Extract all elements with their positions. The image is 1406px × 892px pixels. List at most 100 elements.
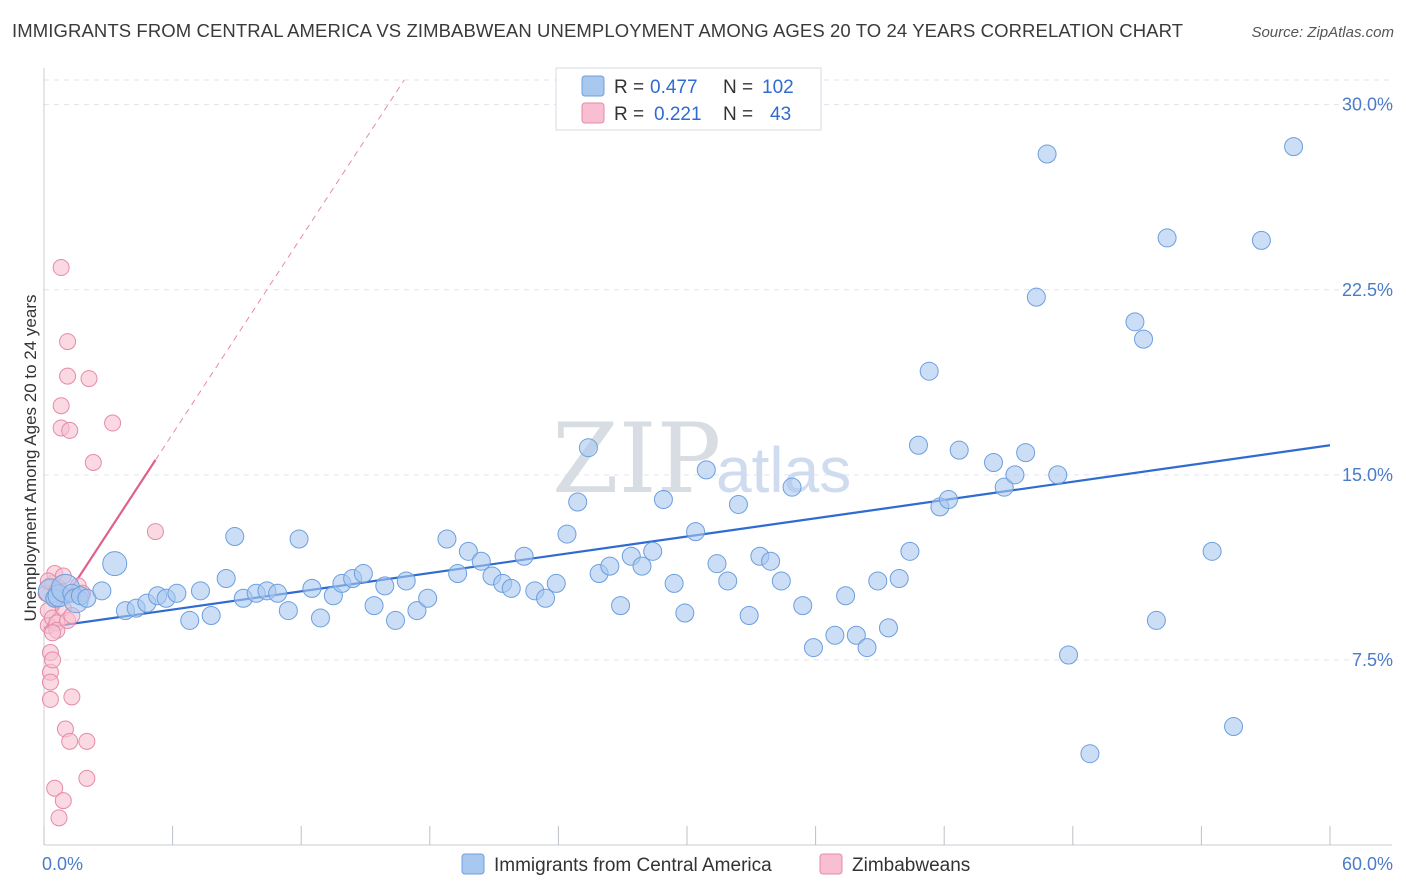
legend-r-label-1: R =: [614, 77, 644, 98]
central-america-point: [1284, 137, 1304, 157]
central-america-point: [949, 440, 969, 460]
zimbabweans-point: [44, 624, 62, 642]
zimbabweans-point: [146, 523, 164, 541]
legend-n-value-1: 102: [762, 77, 794, 98]
central-america-point: [707, 554, 727, 574]
central-america-point: [643, 541, 663, 561]
central-america-point: [1224, 717, 1244, 737]
watermark-atlas: atlas: [716, 434, 851, 506]
central-america-point: [396, 571, 416, 591]
x-tick-label-min: 0.0%: [42, 854, 83, 874]
central-america-point: [1157, 228, 1177, 248]
zimbabweans-point: [104, 414, 122, 432]
central-america-point: [568, 492, 588, 512]
chart-title: IMMIGRANTS FROM CENTRAL AMERICA VS ZIMBA…: [12, 20, 1184, 41]
central-america-point: [353, 564, 373, 584]
zimbabweans-point: [41, 673, 59, 691]
legend-swatch-blue: [581, 75, 605, 97]
bottom-legend-label-blue: Immigrants from Central America: [494, 855, 772, 876]
y-tick-label: 7.5%: [1352, 650, 1393, 670]
central-america-point: [739, 606, 759, 625]
central-america-point: [167, 583, 187, 603]
legend-n-label-2: N =: [723, 104, 753, 125]
central-america-point: [600, 556, 620, 576]
central-america-point: [1125, 312, 1145, 332]
central-america-point: [364, 596, 384, 616]
central-america-point: [718, 571, 738, 591]
central-america-point: [938, 490, 958, 510]
central-america-point: [782, 477, 802, 497]
legend-r-value-1: 0.477: [650, 77, 698, 98]
central-america-point: [632, 556, 652, 576]
correlation-legend: R = 0.477 N = 102 R = 0.221 N = 43: [555, 67, 822, 131]
central-america-point: [514, 546, 534, 566]
tick-labels: 7.5% 15.0% 22.5% 30.0% 0.0% 60.0%: [42, 95, 1393, 874]
central-america-point: [900, 541, 920, 561]
legend-n-value-2: 43: [770, 104, 791, 125]
data-points: [37, 137, 1304, 827]
zimbabweans-point: [54, 792, 72, 810]
central-america-point: [728, 494, 748, 514]
central-america-point: [458, 541, 478, 561]
central-america-point: [1048, 465, 1068, 485]
central-america-point: [1080, 744, 1100, 764]
central-america-point: [846, 625, 866, 645]
central-america-point: [1134, 329, 1154, 349]
y-tick-label: 30.0%: [1342, 95, 1393, 115]
central-america-point: [793, 596, 813, 616]
central-america-point: [471, 551, 491, 571]
central-america-point: [825, 625, 845, 645]
central-america-point: [92, 581, 112, 601]
zimbabweans-point: [84, 454, 102, 471]
central-america-point: [225, 527, 245, 547]
central-america-point: [302, 578, 322, 598]
central-america-point: [983, 453, 1003, 472]
central-america-point: [1146, 610, 1166, 630]
central-america-point: [889, 568, 909, 588]
legend-r-label-2: R =: [614, 104, 644, 125]
bottom-legend-swatch-blue: [461, 853, 485, 875]
series-legend: Immigrants from Central America Zimbabwe…: [461, 853, 970, 876]
central-america-point: [1251, 230, 1271, 250]
central-america-point: [102, 551, 128, 577]
legend-r-value-2: 0.221: [654, 104, 702, 125]
source-label: Source: ZipAtlas.com: [1251, 24, 1394, 41]
zimbabweans-point: [44, 651, 62, 669]
central-america-point: [310, 608, 330, 628]
central-america-point: [761, 551, 781, 571]
central-america-point: [546, 573, 566, 593]
y-tick-label: 15.0%: [1342, 465, 1393, 485]
zimbabweans-point: [41, 690, 59, 708]
central-america-point: [919, 361, 939, 381]
central-america-point: [77, 588, 97, 608]
trend-lines: [43, 79, 1331, 631]
central-america-point: [771, 571, 791, 591]
central-america-point: [407, 601, 427, 621]
central-america-point: [653, 490, 673, 510]
central-america-point: [278, 601, 298, 621]
central-america-point: [536, 588, 556, 608]
zimbabweans-point: [61, 732, 79, 750]
central-america-point: [1026, 287, 1046, 307]
central-america-point: [201, 606, 221, 625]
central-america-point: [611, 596, 631, 616]
y-tick-label: 22.5%: [1342, 280, 1393, 300]
zimbabweans-point: [63, 688, 81, 706]
central-america-point: [1202, 541, 1222, 561]
legend-swatch-pink: [581, 102, 605, 124]
axes: [43, 68, 1392, 846]
zimbabweans-point: [78, 732, 96, 750]
central-america-point: [836, 586, 856, 606]
central-america-point: [857, 638, 877, 658]
central-america-point: [803, 638, 823, 658]
x-tick-label-max: 60.0%: [1342, 854, 1393, 874]
central-america-point: [675, 603, 695, 623]
zimbabweans-point: [50, 809, 68, 827]
central-america-point: [664, 573, 684, 593]
central-america-point: [994, 477, 1014, 497]
central-america-point: [1037, 144, 1057, 164]
central-america-point: [448, 564, 468, 584]
central-america-point: [878, 618, 898, 638]
central-america-point: [696, 460, 716, 480]
